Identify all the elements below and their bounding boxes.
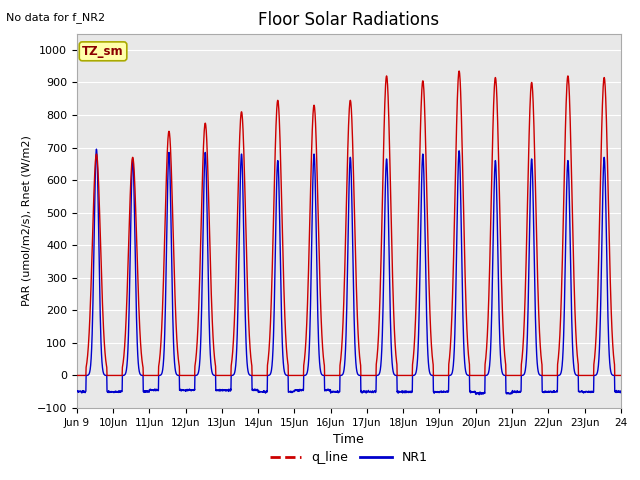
Title: Floor Solar Radiations: Floor Solar Radiations xyxy=(258,11,440,29)
Y-axis label: PAR (umol/m2/s), Rnet (W/m2): PAR (umol/m2/s), Rnet (W/m2) xyxy=(21,135,31,306)
X-axis label: Time: Time xyxy=(333,433,364,446)
Text: No data for f_NR2: No data for f_NR2 xyxy=(6,12,106,23)
Legend: q_line, NR1: q_line, NR1 xyxy=(265,446,433,469)
Text: TZ_sm: TZ_sm xyxy=(82,45,124,58)
